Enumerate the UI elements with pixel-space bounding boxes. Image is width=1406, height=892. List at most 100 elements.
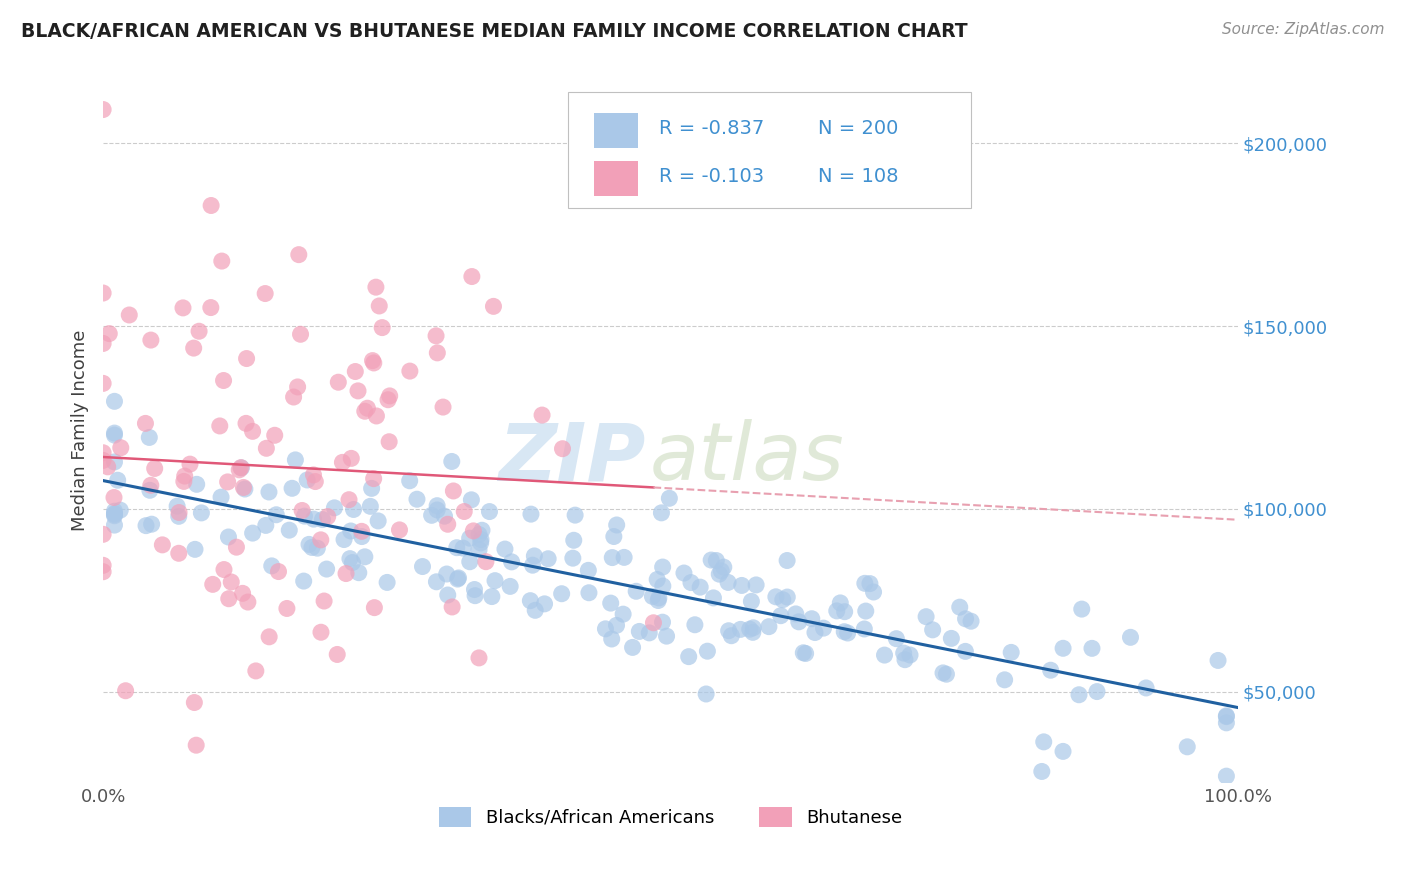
Point bbox=[520, 507, 543, 521]
Point bbox=[398, 474, 420, 488]
Point bbox=[110, 441, 132, 455]
Point bbox=[302, 512, 325, 526]
Point bbox=[333, 533, 356, 547]
Point bbox=[613, 550, 636, 565]
Point bbox=[311, 512, 333, 526]
Point bbox=[337, 492, 360, 507]
Point bbox=[800, 612, 823, 626]
Point bbox=[309, 533, 332, 547]
Point bbox=[339, 551, 361, 566]
Point bbox=[107, 473, 129, 487]
Point bbox=[335, 566, 357, 581]
Point bbox=[741, 625, 763, 640]
FancyBboxPatch shape bbox=[595, 112, 637, 148]
Point bbox=[471, 523, 494, 537]
Point bbox=[830, 596, 852, 610]
Point bbox=[787, 615, 810, 629]
Point bbox=[315, 562, 337, 576]
Point bbox=[862, 585, 884, 599]
Point bbox=[425, 574, 447, 589]
Point bbox=[600, 632, 623, 646]
Point bbox=[453, 504, 475, 518]
Point bbox=[837, 626, 859, 640]
Point bbox=[219, 574, 242, 589]
Point bbox=[873, 648, 896, 662]
Point bbox=[519, 593, 541, 607]
Point bbox=[91, 336, 114, 351]
Point bbox=[91, 103, 114, 117]
Point bbox=[446, 541, 468, 555]
Point bbox=[186, 477, 208, 491]
Point bbox=[461, 269, 484, 284]
Point bbox=[328, 375, 350, 389]
Point bbox=[340, 451, 363, 466]
Text: atlas: atlas bbox=[650, 419, 845, 498]
Point bbox=[368, 299, 391, 313]
Point bbox=[832, 624, 855, 639]
Point bbox=[1135, 681, 1157, 695]
Point bbox=[232, 586, 254, 600]
Point bbox=[600, 550, 623, 565]
Point bbox=[150, 538, 173, 552]
Point bbox=[834, 605, 856, 619]
Point bbox=[301, 541, 323, 555]
Point bbox=[446, 572, 468, 586]
Point bbox=[166, 499, 188, 513]
Point bbox=[179, 457, 201, 471]
Point bbox=[522, 558, 544, 573]
Point bbox=[463, 582, 485, 597]
Point bbox=[672, 566, 695, 580]
Point bbox=[208, 419, 231, 434]
Point bbox=[138, 430, 160, 444]
Point bbox=[641, 590, 664, 604]
Point bbox=[103, 394, 125, 409]
Point bbox=[468, 542, 491, 557]
Point bbox=[200, 301, 222, 315]
Point bbox=[1215, 709, 1237, 723]
Point bbox=[1052, 641, 1074, 656]
Point bbox=[134, 417, 156, 431]
Point bbox=[183, 341, 205, 355]
Point bbox=[804, 625, 827, 640]
Point bbox=[342, 556, 364, 570]
Point bbox=[91, 286, 114, 301]
Point bbox=[363, 356, 385, 370]
Point bbox=[758, 620, 780, 634]
Point bbox=[702, 591, 724, 605]
Point bbox=[98, 326, 121, 341]
Point bbox=[235, 351, 257, 366]
Point bbox=[184, 542, 207, 557]
Point bbox=[494, 542, 516, 557]
Point bbox=[316, 509, 339, 524]
Point bbox=[855, 604, 877, 618]
Point bbox=[1085, 684, 1108, 698]
Point bbox=[696, 644, 718, 658]
Point bbox=[276, 601, 298, 615]
Point bbox=[432, 400, 454, 414]
Point bbox=[375, 575, 398, 590]
Point bbox=[103, 491, 125, 505]
Point bbox=[173, 475, 195, 489]
Point bbox=[172, 301, 194, 315]
Point bbox=[813, 621, 835, 635]
Point bbox=[326, 648, 349, 662]
Point bbox=[377, 392, 399, 407]
Point bbox=[209, 490, 232, 504]
Point bbox=[464, 589, 486, 603]
Point bbox=[332, 455, 354, 469]
Point bbox=[458, 555, 481, 569]
Point bbox=[371, 320, 394, 334]
Point bbox=[217, 475, 239, 489]
Point bbox=[167, 546, 190, 560]
Point bbox=[932, 665, 955, 680]
Point bbox=[651, 615, 673, 630]
Point bbox=[606, 518, 628, 533]
Point bbox=[955, 644, 977, 658]
Point bbox=[353, 404, 375, 418]
Point bbox=[1031, 764, 1053, 779]
Text: N = 108: N = 108 bbox=[818, 167, 898, 186]
Point bbox=[651, 579, 673, 593]
Point bbox=[167, 509, 190, 524]
Point bbox=[499, 579, 522, 593]
Point bbox=[648, 591, 671, 605]
